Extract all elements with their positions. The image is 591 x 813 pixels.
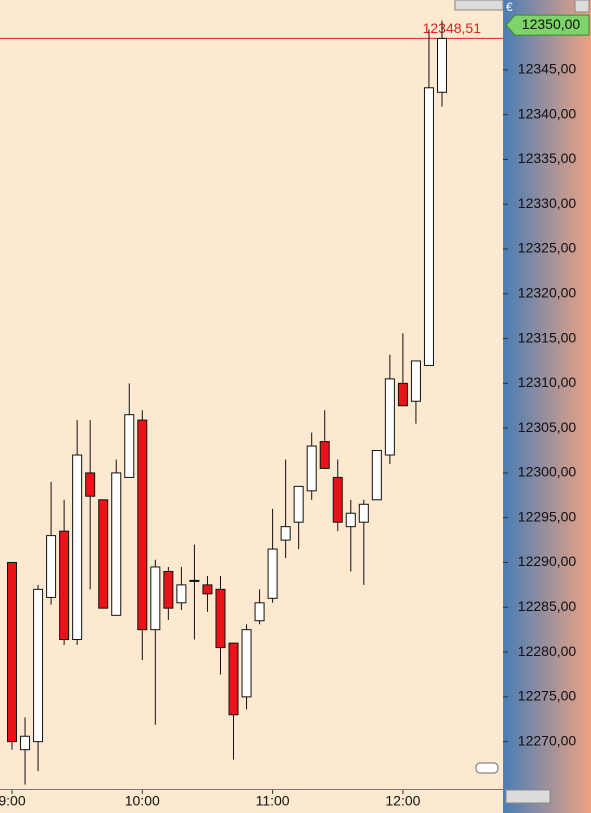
candle-body [59,530,70,641]
y-tick-label: 12315,00 [518,329,577,345]
price-box [505,14,590,36]
y-tick-label: 12280,00 [518,643,577,659]
candle-body [436,37,447,93]
y-tick-label: 12275,00 [518,688,577,704]
x-tick-label: 11:00 [256,793,290,809]
chart-layer: 12345,00 12340,00 12335,00 12330,00 12325,00… [0,14,590,809]
zoom-handle[interactable] [475,762,499,774]
candle-body [137,419,148,631]
candle-body [280,526,291,541]
y-tick-label: 12295,00 [518,508,577,524]
x-tick-label: 12:00 [385,793,420,809]
candle-body [33,588,44,743]
candle-body [306,445,317,492]
candle-body [176,584,187,604]
candle-body [397,382,408,407]
y-tick-label: 12335,00 [518,150,577,166]
price-axis [503,0,591,813]
candle-body [85,472,96,497]
candle-body [410,360,421,402]
candle-body [228,642,239,716]
candle-body [423,87,434,366]
y-tick-label: 12340,00 [518,105,577,121]
y-tick-label: 12300,00 [518,464,577,480]
candle-body [72,454,83,641]
candle-body [319,441,330,469]
currency-symbol: € [506,0,513,14]
y-tick-label: 12305,00 [518,419,577,435]
y-tick-label: 12290,00 [518,553,577,569]
collapse-button[interactable] [574,0,590,13]
candle-body [241,629,252,698]
scroll-buttons[interactable] [505,789,551,804]
candle-body [163,570,174,609]
candle-body [358,503,369,523]
x-tick-label: 10:00 [125,793,160,809]
candle-body [7,561,17,743]
y-tick-label: 12325,00 [518,240,577,256]
candle-body [371,450,382,501]
candle-body [267,548,278,599]
candle-body [384,378,395,456]
candle-body [46,535,57,598]
y-tick-label: 12285,00 [518,598,577,614]
price-box-label: 12350,00 [522,16,581,32]
candle-body [150,566,161,631]
y-tick-label: 12345,00 [518,61,577,77]
candle-body [124,414,135,478]
window-controls[interactable] [454,0,590,13]
candle-body [293,485,304,523]
candle-body [254,602,265,622]
last-price-label: 12348,51 [423,20,482,36]
candle-body [20,735,31,751]
candle-body [332,476,343,523]
candle-body [111,472,122,616]
candle-body [215,588,226,649]
candle-body [202,584,213,595]
y-tick-label: 12270,00 [518,732,577,748]
y-tick-label: 12310,00 [518,374,577,390]
y-tick-label: 12320,00 [518,284,577,300]
candle-body [345,512,356,528]
scroll-controls[interactable] [475,762,551,804]
x-tick-label: 9:00 [0,793,26,809]
y-tick-label: 12330,00 [518,195,577,211]
candle-body [98,499,109,609]
candle-body [189,579,200,582]
control-bar[interactable] [454,0,504,11]
